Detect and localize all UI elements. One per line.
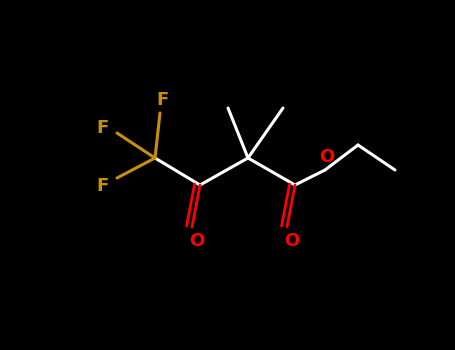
Text: F: F: [97, 177, 109, 195]
Text: F: F: [97, 119, 109, 137]
Text: O: O: [189, 232, 205, 250]
Text: O: O: [284, 232, 300, 250]
Text: O: O: [319, 148, 334, 166]
Text: F: F: [157, 91, 169, 109]
